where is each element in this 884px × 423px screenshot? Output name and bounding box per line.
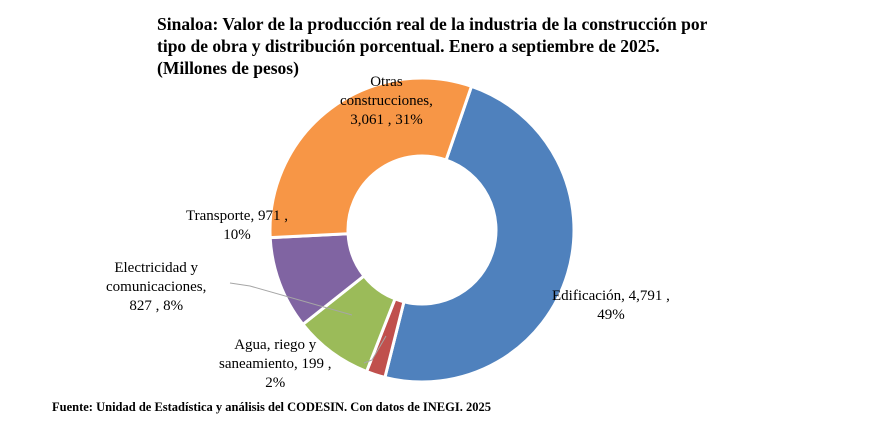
label-electricidad: Electricidad y comunicaciones, 827 , 8% <box>106 260 207 314</box>
slice-otras-construcciones <box>268 76 474 240</box>
title-line: (Millones de pesos) <box>157 58 299 78</box>
chart-title: Sinaloa: Valor de la producción real de … <box>157 13 777 79</box>
label-agua: Agua, riego y saneamiento, 199 , 2% <box>219 337 332 391</box>
label-transporte: Transporte, 971 , 10% <box>186 208 288 243</box>
leader-line <box>363 335 387 364</box>
label-otras: Otras construcciones, 3,061 , 31% <box>340 74 433 128</box>
leader-line <box>229 282 353 316</box>
title-line: Sinaloa: Valor de la producción real de … <box>157 14 708 34</box>
label-edificacion: Edificación, 4,791 , 49% <box>552 288 670 323</box>
title-line: tipo de obra y distribución porcentual. … <box>157 36 660 56</box>
source-note: Fuente: Unidad de Estadística y análisis… <box>52 400 491 414</box>
slice-edificaci-n <box>383 84 576 384</box>
